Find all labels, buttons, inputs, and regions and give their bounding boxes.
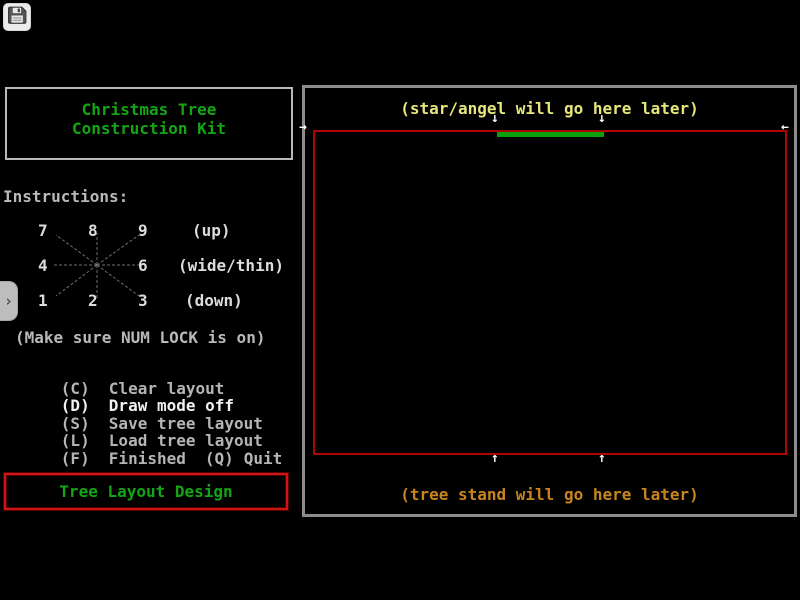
- numpad-key-2: 2: [88, 291, 98, 310]
- sidebar-expand-toggle[interactable]: ›: [0, 281, 18, 321]
- command-save-layout: (S) Save tree layout: [3, 397, 293, 432]
- tree-drawing-area[interactable]: [313, 130, 787, 455]
- arrow-up-icon: ↑: [598, 451, 606, 466]
- numpad-key-6: 6: [138, 256, 148, 275]
- numpad-key-1: 1: [38, 291, 48, 310]
- numlock-note: (Make sure NUM LOCK is on): [15, 328, 266, 347]
- numpad-key-7: 7: [38, 221, 48, 240]
- arrow-right-icon: →: [299, 120, 307, 135]
- command-label: Load tree layout: [108, 431, 263, 450]
- numpad-label-wide-thin: (wide/thin): [178, 256, 284, 275]
- command-load-layout: (L) Load tree layout: [3, 415, 293, 450]
- star-angel-caption: (star/angel will go here later): [400, 99, 699, 118]
- command-label: Save tree layout: [108, 413, 263, 433]
- instructions-heading: Instructions:: [3, 187, 129, 206]
- tree-design-panel: (star/angel will go here later) ↓ ↓ → ← …: [299, 85, 797, 517]
- command-key: (S): [60, 413, 90, 433]
- mode-title-label: Tree Layout Design: [59, 482, 233, 501]
- command-key: (C): [60, 378, 90, 398]
- app-title-line1: Christmas Tree: [81, 100, 217, 119]
- arrow-up-icon: ↑: [491, 451, 499, 466]
- numpad-label-down: (down): [185, 291, 243, 310]
- numpad-direction-lines: [53, 233, 141, 300]
- arrow-down-icon: ↓: [491, 111, 499, 126]
- command-label: Draw mode off: [108, 396, 235, 415]
- command-key: (Q): [204, 448, 234, 468]
- numpad-key-4: 4: [38, 256, 48, 275]
- command-key: (F): [60, 448, 90, 468]
- save-button[interactable]: [3, 3, 31, 31]
- command-draw-mode: (D) Draw mode off: [3, 380, 293, 415]
- command-label: Quit: [243, 448, 283, 468]
- numpad-label-up: (up): [192, 221, 231, 240]
- chevron-right-icon: ›: [3, 292, 14, 310]
- arrow-left-icon: ←: [781, 120, 789, 135]
- command-label: Clear layout: [108, 378, 225, 398]
- numpad-key-3: 3: [138, 291, 148, 310]
- numpad-key-9: 9: [138, 221, 148, 240]
- tree-stand-caption: (tree stand will go here later): [400, 485, 699, 504]
- command-clear-layout: (C) Clear layout: [3, 362, 293, 397]
- command-key: (L): [60, 431, 90, 450]
- mode-title-box: Tree Layout Design: [4, 473, 288, 510]
- command-key: (D): [60, 396, 90, 415]
- tree-top-segment: [497, 132, 604, 137]
- arrow-down-icon: ↓: [598, 111, 606, 126]
- app-title-line2: Construction Kit: [71, 119, 227, 138]
- numpad-key-8: 8: [88, 221, 98, 240]
- command-list: (C) Clear layout (D) Draw mode off (S) Save…: [3, 362, 293, 467]
- floppy-disk-icon: [7, 6, 27, 29]
- command-finished-quit: (F) Finished (Q) Quit: [3, 432, 293, 467]
- command-label: Finished: [108, 448, 186, 468]
- numpad-diagram: 7 8 9 (up) 4 6 (wide/thin) 1 2 3 (down): [0, 222, 292, 317]
- app-title-box: Christmas Tree Construction Kit: [5, 87, 293, 160]
